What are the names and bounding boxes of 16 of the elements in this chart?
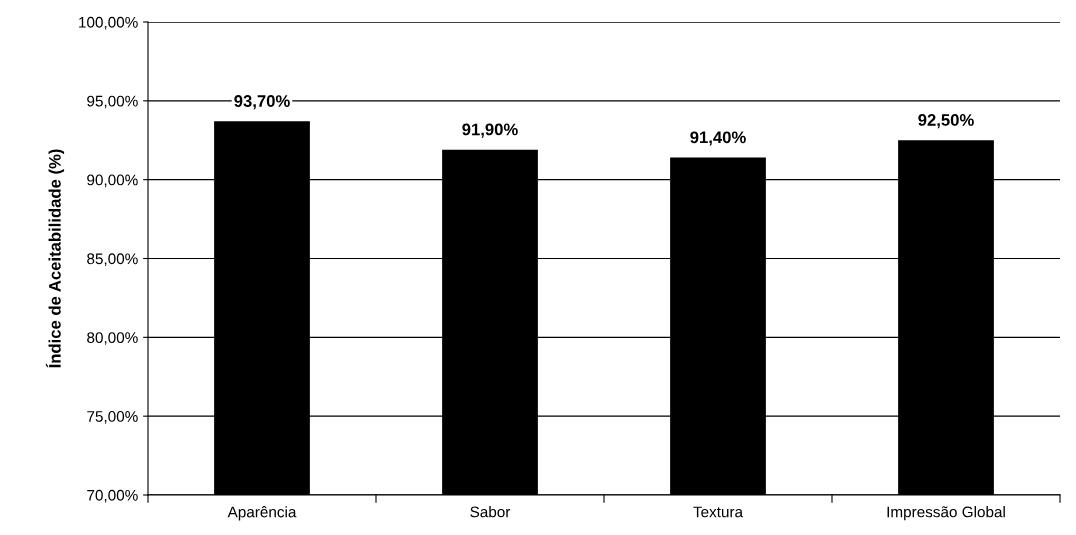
x-tick-label: Impressão Global bbox=[887, 506, 1005, 521]
y-tick-label: 100,00% bbox=[79, 16, 138, 30]
y-tick-label: 90,00% bbox=[87, 174, 138, 188]
y-tick-label: 85,00% bbox=[87, 253, 138, 266]
data-label: 91,90% bbox=[462, 123, 518, 138]
x-tick-label: Textura bbox=[693, 506, 744, 518]
y-tick-label: 95,00% bbox=[87, 95, 138, 109]
y-tick-label: 75,00% bbox=[87, 411, 138, 424]
x-tick-label: Sabor bbox=[470, 506, 511, 518]
data-label: 93,70% bbox=[234, 95, 290, 110]
data-label: 92,50% bbox=[918, 114, 974, 129]
x-tick-label: Aparência bbox=[227, 506, 297, 521]
y-tick-label: 70,00% bbox=[87, 489, 138, 503]
y-tick-label: 80,00% bbox=[87, 332, 138, 345]
y-axis-title: Índice de Aceitabilidade (%) bbox=[45, 149, 65, 368]
data-label: 91,40% bbox=[690, 131, 746, 146]
